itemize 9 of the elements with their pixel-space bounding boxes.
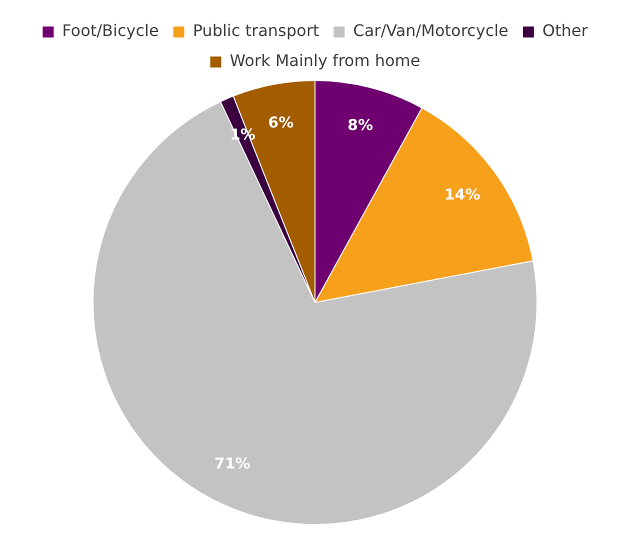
legend-label: Other [542, 21, 588, 40]
legend-label: Public transport [192, 21, 320, 40]
data-label: 14% [444, 185, 480, 204]
legend-label: Foot/Bicycle [62, 21, 159, 40]
data-label: 6% [268, 114, 294, 132]
data-label: 71% [214, 454, 250, 473]
legend-label: Work Mainly from home [230, 51, 420, 70]
data-label: 8% [348, 116, 374, 134]
legend-label: Car/Van/Motorcycle [353, 21, 508, 40]
